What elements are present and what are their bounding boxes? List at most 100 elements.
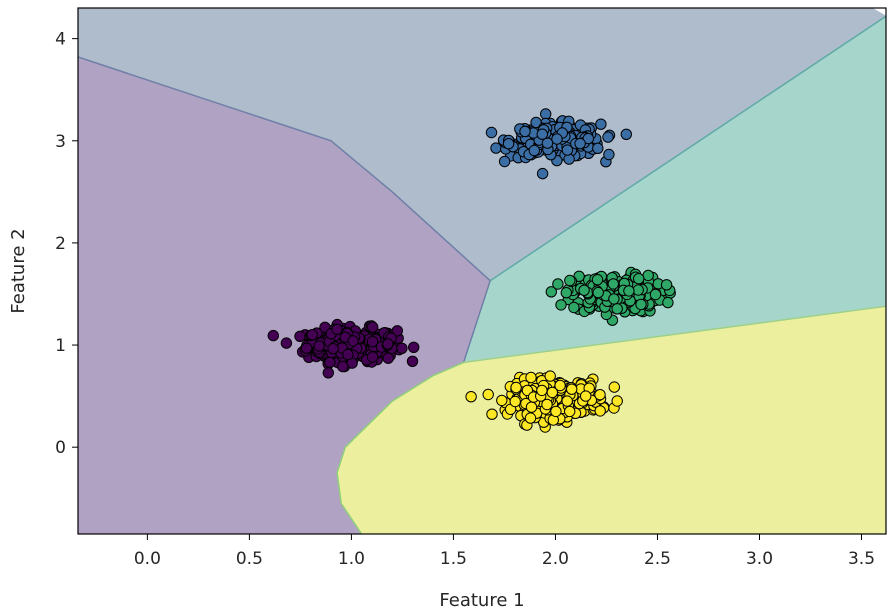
- cluster-4-point: [510, 381, 522, 394]
- cluster-4-point: [524, 412, 537, 424]
- cluster-3-point: [642, 269, 654, 282]
- cluster-3-point: [545, 286, 557, 298]
- cluster-4-point: [550, 405, 562, 418]
- x-axis-label: Feature 1: [439, 590, 524, 611]
- cluster-3-point: [592, 286, 604, 299]
- cluster-2-point: [536, 128, 548, 140]
- cluster-2-point: [595, 118, 607, 130]
- y-tick-label: 2: [55, 234, 66, 254]
- decision-boundary-5: [336, 361, 464, 534]
- y-tick-label: 1: [55, 336, 66, 356]
- cluster-2-point: [574, 137, 586, 150]
- decision-boundary-3: [462, 280, 491, 363]
- cluster-2-point: [602, 131, 614, 143]
- cluster-4-point: [594, 405, 606, 417]
- cluster-3-point: [560, 287, 572, 299]
- x-tick-label: 2.5: [644, 549, 671, 569]
- cluster-1-point: [342, 348, 354, 361]
- cluster-2-point: [540, 108, 552, 120]
- x-tick-label: 3.0: [746, 549, 773, 569]
- cluster-1-point: [337, 360, 349, 373]
- cluster-4-point: [561, 395, 573, 407]
- cluster-1-point: [347, 335, 359, 347]
- cluster-3-point: [591, 274, 604, 286]
- cluster-2-point: [528, 144, 540, 157]
- cluster-1-point: [322, 367, 334, 379]
- cluster-2-point: [519, 125, 531, 138]
- cluster-3-point: [623, 285, 635, 297]
- cluster-2-point: [620, 128, 632, 141]
- cluster-4-point: [580, 390, 592, 402]
- cluster-1-point: [324, 356, 336, 368]
- cluster-1-point: [366, 351, 379, 363]
- cluster-3-point: [555, 299, 567, 311]
- cluster-2-point: [603, 148, 615, 161]
- decision-regions: [78, 8, 886, 534]
- cluster-4-point: [566, 383, 578, 395]
- cluster-3-point: [633, 273, 645, 285]
- cluster-3-point: [607, 278, 619, 290]
- cluster-1-point: [382, 338, 394, 350]
- cluster-4-point: [486, 408, 498, 420]
- cluster-4-point: [525, 401, 538, 413]
- y-axis: 0 1 2 3 4: [55, 30, 78, 458]
- cluster-1-point: [331, 323, 343, 335]
- y-tick-label: 4: [55, 30, 66, 50]
- y-axis-label: Feature 2: [8, 228, 29, 313]
- cluster-2-point: [490, 142, 502, 154]
- x-tick-label: 1.0: [338, 549, 365, 569]
- cluster-1-point: [313, 340, 325, 352]
- cluster-2-point: [485, 126, 498, 139]
- cluster-3-point: [568, 301, 580, 314]
- cluster-3-point: [611, 303, 623, 315]
- cluster-4-point: [541, 398, 553, 411]
- cluster-4-point: [496, 394, 508, 407]
- cluster-1-point: [280, 337, 293, 349]
- scatter-points: [267, 108, 676, 433]
- x-tick-label: 2.0: [542, 549, 569, 569]
- cluster-4-point: [611, 395, 623, 407]
- x-tick-label: 3.5: [848, 549, 875, 569]
- cluster-1-point: [366, 335, 379, 348]
- x-tick-label: 0.5: [236, 549, 263, 569]
- cluster-3-point: [649, 288, 662, 301]
- cluster-2-point: [502, 138, 515, 150]
- cluster-2-point: [561, 144, 574, 156]
- x-axis: 0.0 0.5 1.0 1.5 2.0 2.5 3.0 3.5: [134, 534, 875, 569]
- cluster-1-point: [294, 330, 306, 342]
- cluster-4-point: [509, 395, 521, 408]
- decision-boundary-2: [489, 15, 886, 282]
- cluster-1-point: [367, 321, 379, 333]
- cluster-4-point: [544, 370, 556, 382]
- cluster-4-point: [536, 384, 548, 397]
- cluster-1-point: [267, 329, 279, 342]
- decision-boundary-4: [463, 305, 886, 364]
- cluster-1-point: [382, 352, 394, 364]
- cluster-1-point: [406, 355, 419, 367]
- y-tick-label: 3: [55, 132, 66, 152]
- cluster-3-point: [635, 298, 647, 311]
- cluster-2-point: [592, 142, 604, 155]
- decision-boundary-1: [78, 56, 491, 282]
- cluster-1-point: [300, 342, 313, 354]
- cluster-3-point: [552, 278, 564, 290]
- x-tick-label: 1.5: [440, 549, 467, 569]
- cluster-3-point: [632, 284, 644, 296]
- cluster-4-point: [465, 391, 477, 403]
- y-tick-label: 0: [55, 438, 66, 458]
- cluster-4-point: [554, 379, 566, 392]
- cluster-3-point: [608, 293, 620, 305]
- cluster-1-point: [306, 329, 318, 341]
- cluster-3-point: [564, 274, 576, 287]
- cluster-2-point: [498, 155, 511, 168]
- cluster-4-point: [608, 381, 620, 393]
- cluster-4-point: [482, 388, 494, 401]
- cluster-3-point: [660, 279, 673, 291]
- cluster-3-point: [578, 284, 590, 296]
- cluster-4-point: [594, 389, 606, 401]
- cluster-4-point: [525, 371, 537, 384]
- x-tick-label: 0.0: [134, 549, 161, 569]
- cluster-1-point: [408, 341, 420, 353]
- cluster-2-point: [582, 132, 594, 145]
